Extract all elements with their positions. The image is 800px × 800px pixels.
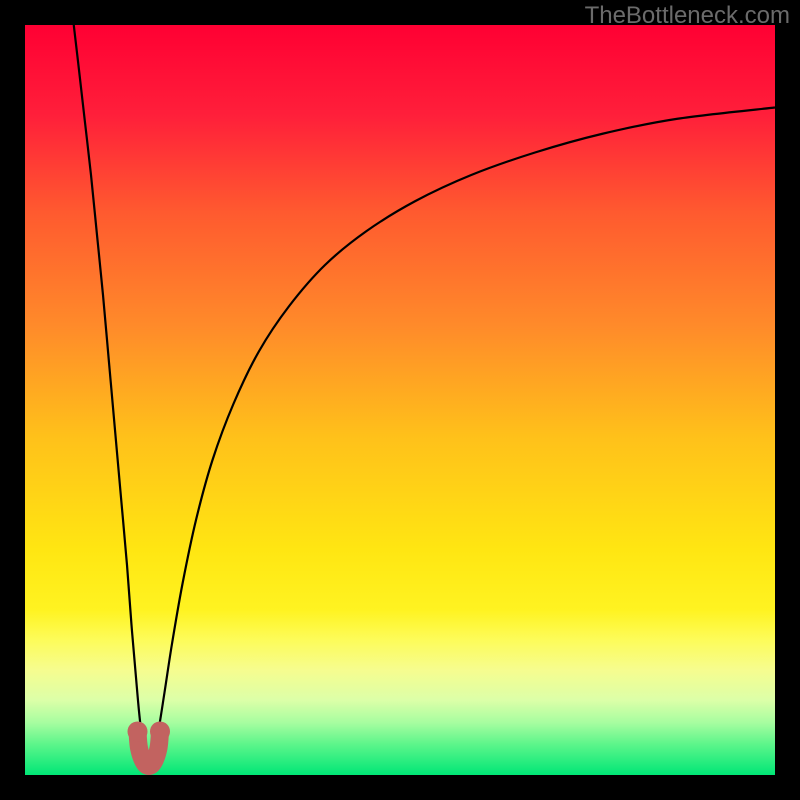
bottleneck-chart: TheBottleneck.com: [0, 0, 800, 800]
chart-svg: [0, 0, 800, 800]
watermark-text: TheBottleneck.com: [585, 2, 790, 30]
plot-background: [25, 25, 775, 775]
